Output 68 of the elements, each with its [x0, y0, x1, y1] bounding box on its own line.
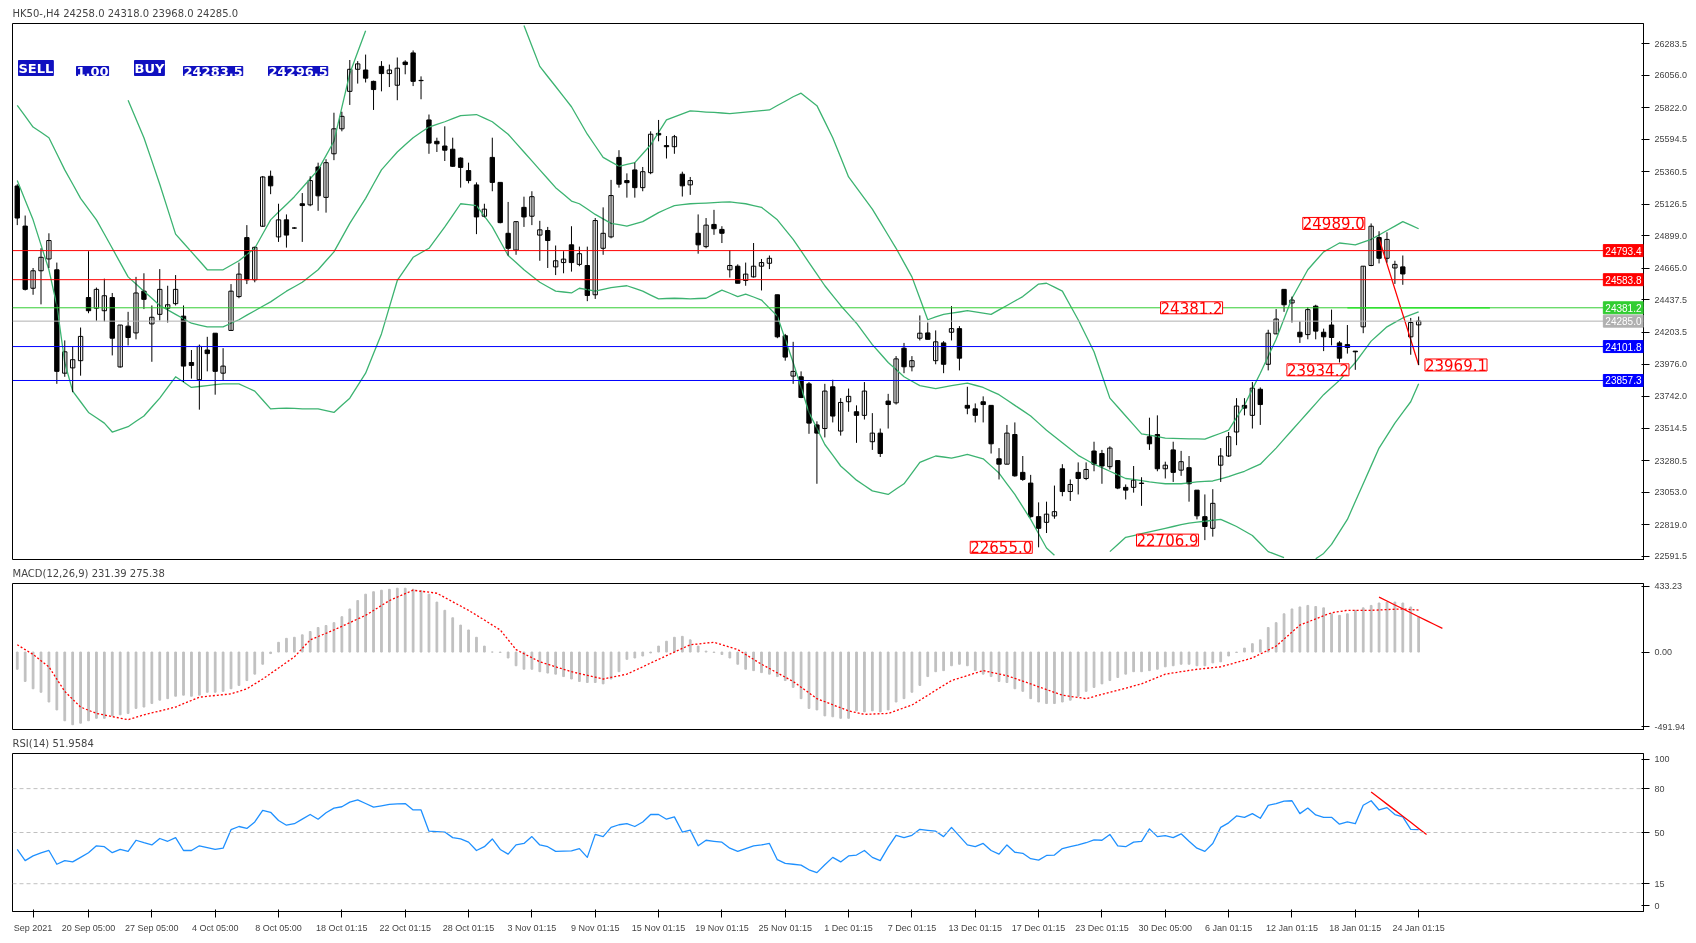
x-tick-label: 18 Jan 01:15	[1329, 922, 1382, 933]
ref-line-label: 24285.0	[1605, 316, 1642, 328]
y-tick-label: 23280.5	[1654, 455, 1688, 466]
y-tick-label: 23742.0	[1654, 391, 1688, 402]
x-tick-label: 8 Oct 05:00	[255, 922, 302, 933]
annotation: SELL	[18, 60, 54, 76]
chart-title: HK50-,H4 24258.0 24318.0 23968.0 24285.0	[12, 7, 239, 19]
y-tick-label: 24665.0	[1654, 263, 1688, 274]
y-tick-label: 22819.0	[1654, 519, 1688, 530]
chart-title: RSI(14) 51.9584	[12, 737, 94, 749]
y-tick-label: 24203.5	[1654, 327, 1688, 338]
y-tick-label: 0.00	[1654, 647, 1673, 658]
x-tick-label: 13 Dec 01:15	[948, 922, 1003, 933]
x-tick-label: 27 Sep 05:00	[125, 922, 179, 933]
ref-line-label: 24381.2	[1605, 302, 1642, 314]
ref-line-label: 24583.8	[1605, 274, 1642, 286]
y-tick-label: 26056.0	[1654, 70, 1688, 81]
ref-line-label: 23857.3	[1605, 375, 1642, 387]
annotation: 23969.1	[1424, 356, 1488, 375]
annotation: 23934.2	[1286, 361, 1349, 380]
y-tick-label: 25594.5	[1654, 134, 1688, 145]
x-tick-label: 9 Nov 01:15	[570, 922, 620, 933]
y-tick-label: 80	[1654, 783, 1665, 794]
x-tick-label: 3 Nov 01:15	[507, 922, 557, 933]
annotation: 24989.0	[1302, 215, 1365, 234]
y-tick-label: 23053.0	[1654, 487, 1688, 498]
y-tick-label: 433.23	[1654, 581, 1683, 592]
annotation: 1.00	[76, 63, 109, 79]
y-tick-label: 25822.0	[1654, 102, 1688, 113]
y-tick-label: 25360.5	[1654, 166, 1688, 177]
x-tick-label: 28 Oct 01:15	[442, 922, 495, 933]
x-tick-label: 24 Jan 01:15	[1392, 922, 1445, 933]
annotation: 24296.5	[268, 63, 328, 79]
x-tick-label: 12 Jan 01:15	[1265, 922, 1318, 933]
annotation: BUY	[134, 60, 165, 76]
ref-line-label: 24101.8	[1605, 341, 1642, 353]
x-tick-label: 25 Nov 01:15	[758, 922, 813, 933]
y-tick-label: 24437.5	[1654, 294, 1688, 305]
x-tick-label: 18 Oct 01:15	[316, 922, 368, 933]
y-tick-label: 50	[1654, 827, 1665, 838]
annotation: 22706.9	[1136, 532, 1199, 551]
x-tick-label: 23 Dec 01:15	[1075, 922, 1129, 933]
x-tick-label: 20 Sep 05:00	[61, 922, 116, 933]
y-tick-label: 25126.5	[1654, 199, 1688, 210]
chart-title: MACD(12,26,9) 231.39 275.38	[12, 567, 165, 579]
annotation: 24283.5	[183, 63, 243, 79]
x-tick-label: 7 Dec 01:15	[887, 922, 937, 933]
x-tick-label: 17 Dec 01:15	[1011, 922, 1066, 933]
x-tick-label: 22 Oct 01:15	[379, 922, 431, 933]
y-tick-label: 23514.5	[1654, 423, 1688, 434]
x-tick-label: 6 Jan 01:15	[1205, 922, 1253, 933]
x-tick-label: 4 Oct 05:00	[191, 922, 239, 933]
y-tick-label: 0	[1654, 900, 1660, 911]
y-tick-label: 100	[1654, 754, 1670, 765]
y-tick-label: 15	[1654, 878, 1665, 889]
x-tick-label: 15 Nov 01:15	[631, 922, 686, 933]
x-tick-label: 30 Dec 05:00	[1138, 922, 1193, 933]
y-tick-label: 23976.0	[1654, 359, 1688, 370]
ref-line-label: 24793.4	[1605, 245, 1642, 257]
x-tick-label: 1 Dec 01:15	[824, 922, 873, 933]
y-tick-label: -491.94	[1654, 721, 1686, 732]
y-tick-label: 22591.5	[1654, 551, 1688, 562]
x-tick-label: 19 Nov 01:15	[695, 922, 749, 933]
y-tick-label: 26283.5	[1654, 38, 1688, 49]
annotation: 22655.0	[970, 539, 1033, 558]
x-tick-label: Sep 2021	[13, 922, 53, 933]
annotation: 24381.2	[1160, 299, 1223, 318]
y-tick-label: 24899.0	[1654, 230, 1688, 241]
